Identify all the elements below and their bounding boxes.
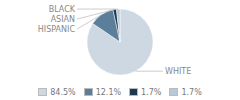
html-text:84.5%: 84.5% xyxy=(50,87,76,97)
svg-text:BLACK: BLACK xyxy=(49,5,76,14)
svg-text:WHITE: WHITE xyxy=(165,67,191,76)
svg-text:ASIAN: ASIAN xyxy=(51,15,75,24)
html-text:12.1%: 12.1% xyxy=(95,87,122,97)
html-text:1.7%: 1.7% xyxy=(181,87,202,97)
svg-text:HISPANIC: HISPANIC xyxy=(38,25,76,34)
html-text:1.7%: 1.7% xyxy=(141,87,162,97)
